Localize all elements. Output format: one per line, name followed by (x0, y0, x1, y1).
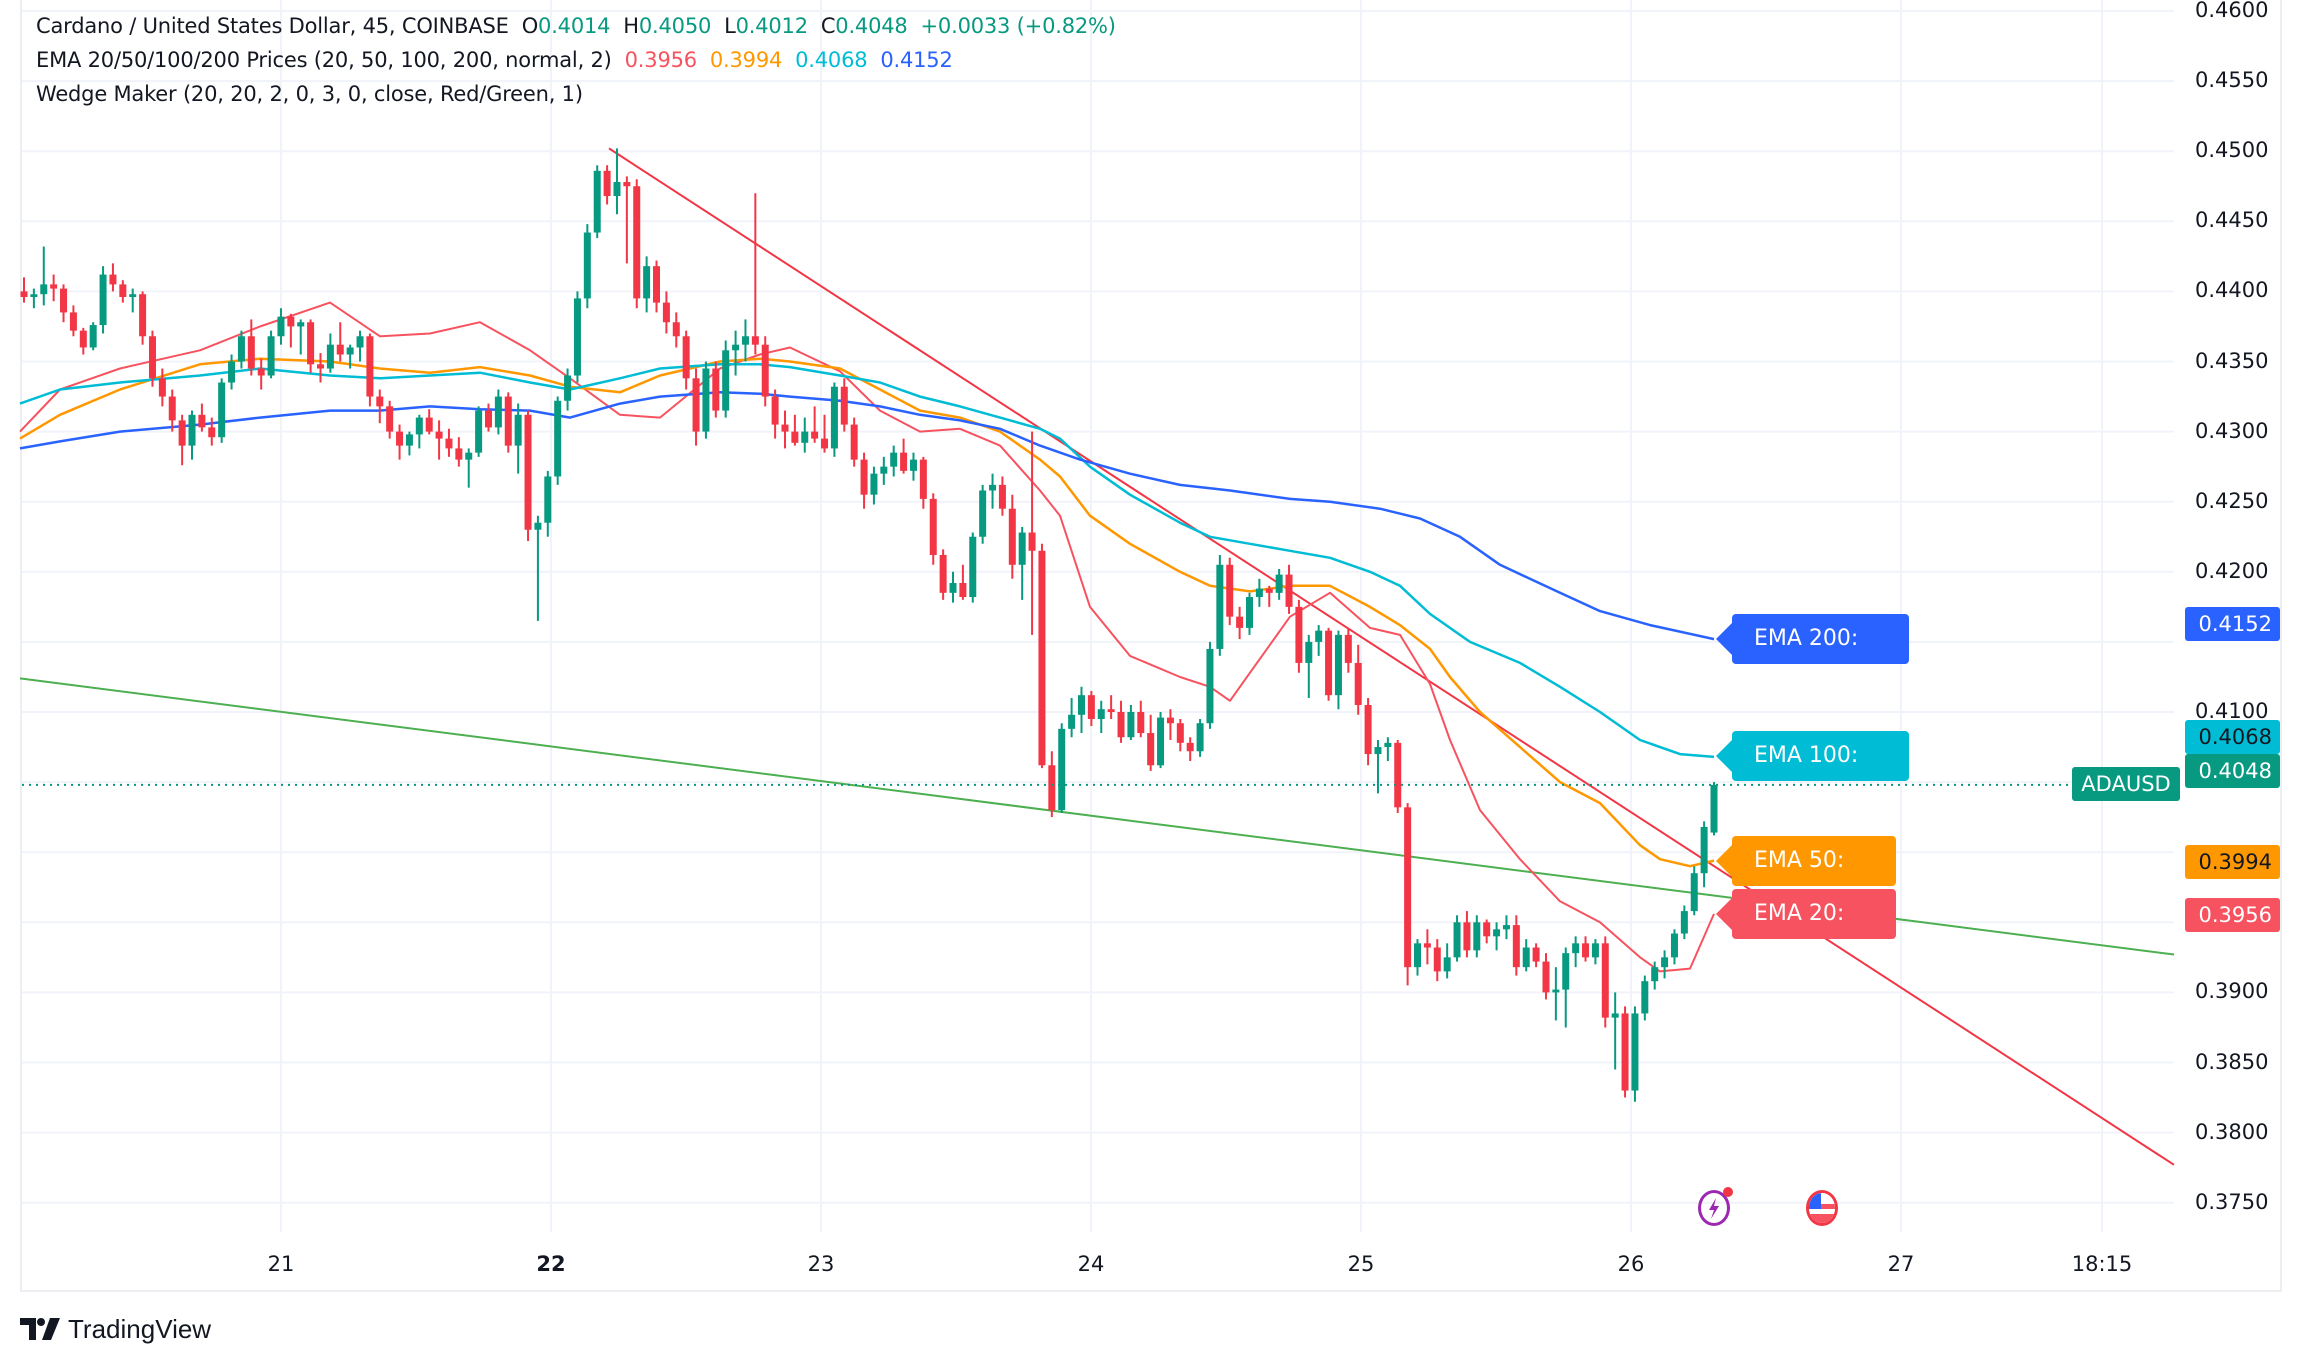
ema20-label: EMA 20: .40 (1716, 889, 1896, 976)
time-tick-label: 21 (267, 1252, 295, 1276)
tradingview-logo[interactable]: TradingView (20, 1314, 211, 1344)
wedge-indicator-title: Wedge Maker (20, 20, 2, 0, 3, 0, close, … (36, 82, 583, 106)
price-tick-label: 0.4500 (2195, 138, 2269, 163)
ema200-label: EMA 200: .42 (1716, 614, 1909, 701)
time-tick-label: 23 (807, 1252, 835, 1276)
price-tick-label: 0.4350 (2195, 348, 2269, 373)
ema100-price-tag: 0.4068 (2185, 720, 2280, 754)
ema20-value: 0.3956 (624, 48, 697, 72)
price-tick-label: 0.3800 (2195, 1119, 2269, 1144)
price-tick-label: 0.3750 (2195, 1189, 2269, 1214)
us-flag-event-icon[interactable] (1806, 1190, 1838, 1226)
price-tick-label: 0.3900 (2195, 979, 2269, 1004)
tradingview-logo-icon (20, 1318, 60, 1340)
price-tick-label: 0.4300 (2195, 418, 2269, 443)
change-value: +0.0033 (+0.82%) (920, 14, 1116, 38)
ema50-label: EMA 50: .40 (1716, 836, 1896, 923)
price-tick-label: 0.4400 (2195, 278, 2269, 303)
ema100-label: EMA 100: .41 (1716, 731, 1909, 818)
close-value: 0.4048 (835, 14, 908, 38)
ema100-value: 0.4068 (795, 48, 868, 72)
ema200-value: 0.4152 (880, 48, 953, 72)
high-value: 0.4050 (638, 14, 712, 38)
ema-lines (19, 301, 1715, 973)
low-label: L (724, 14, 736, 38)
time-tick-label: 26 (1617, 1252, 1645, 1276)
time-tick-label: 25 (1347, 1252, 1375, 1276)
chart-frame (20, 0, 2282, 1292)
ema20-price-tag: 0.3956 (2185, 898, 2280, 932)
ema50-price-tag: 0.3994 (2185, 845, 2280, 879)
ema-indicator-title: EMA 20/50/100/200 Prices (20, 50, 100, 2… (36, 48, 612, 72)
candlestick-series (20, 148, 1718, 1102)
ema200-price-tag: 0.4152 (2185, 607, 2280, 641)
grid-lines (22, 0, 2174, 1232)
price-tick-label: 0.3850 (2195, 1049, 2269, 1074)
time-tick-label: 22 (536, 1252, 566, 1276)
lightning-event-icon[interactable] (1698, 1187, 1733, 1226)
low-value: 0.4012 (735, 14, 808, 38)
price-tick-label: 0.4550 (2195, 68, 2269, 93)
time-tick-label: 18:15 (2071, 1252, 2133, 1276)
tradingview-wordmark: TradingView (68, 1313, 212, 1344)
price-tick-label: 0.4250 (2195, 488, 2269, 513)
legend-ema-row[interactable]: EMA 20/50/100/200 Prices (20, 50, 100, 2… (36, 48, 953, 72)
price-tick-label: 0.4100 (2195, 699, 2269, 723)
symbol-title: Cardano / United States Dollar, 45, COIN… (36, 14, 509, 38)
legend-symbol-row[interactable]: Cardano / United States Dollar, 45, COIN… (36, 14, 1116, 38)
open-label: O (521, 14, 539, 38)
price-tick-label: 0.4600 (2195, 0, 2269, 22)
price-tick-label: 0.4200 (2195, 558, 2269, 583)
close-label: C (820, 14, 836, 38)
time-tick-label: 27 (1887, 1252, 1915, 1276)
ema50-value: 0.3994 (709, 48, 783, 72)
last-price-tag: 0.4048 (2185, 754, 2280, 788)
open-value: 0.4014 (538, 14, 611, 38)
time-tick-label: 24 (1077, 1252, 1105, 1276)
legend-wedge-row[interactable]: Wedge Maker (20, 20, 2, 0, 3, 0, close, … (36, 82, 583, 106)
price-tick-label: 0.4450 (2195, 208, 2269, 233)
symbol-price-tag: ADAUSD (2072, 767, 2180, 801)
high-label: H (623, 14, 639, 38)
